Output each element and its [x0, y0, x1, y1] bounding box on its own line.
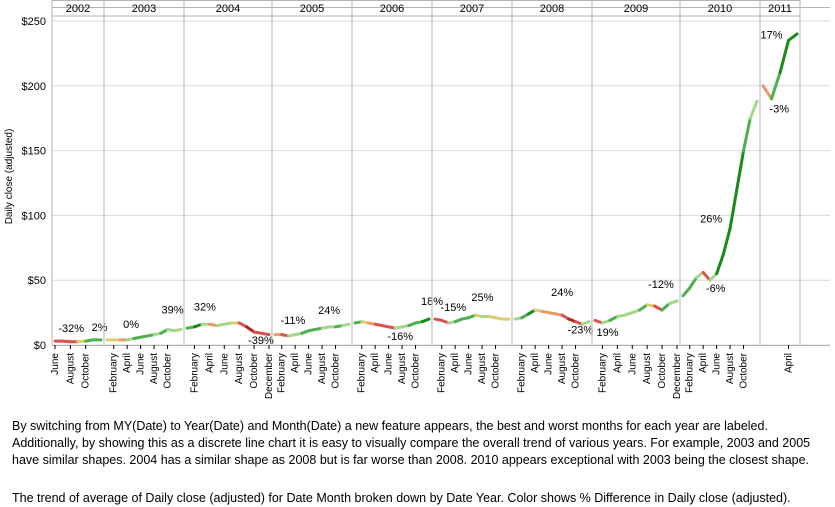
svg-text:February: February — [189, 353, 200, 393]
svg-text:$150: $150 — [22, 146, 46, 158]
svg-text:August: August — [477, 353, 488, 384]
svg-text:$200: $200 — [22, 81, 46, 93]
svg-text:October: October — [163, 352, 174, 388]
svg-text:April: April — [204, 353, 215, 373]
svg-text:October: October — [249, 352, 260, 388]
svg-text:August: August — [725, 353, 736, 384]
svg-text:June: June — [219, 353, 230, 375]
svg-text:-32%: -32% — [58, 323, 84, 335]
svg-text:August: August — [65, 353, 76, 384]
svg-text:February: February — [277, 353, 288, 393]
svg-text:August: August — [397, 353, 408, 384]
svg-text:24%: 24% — [318, 305, 340, 317]
svg-text:June: June — [464, 353, 475, 375]
svg-text:August: August — [317, 353, 328, 384]
svg-text:August: August — [557, 353, 568, 384]
svg-text:$250: $250 — [22, 16, 46, 28]
svg-text:February: February — [437, 353, 448, 393]
svg-text:$50: $50 — [28, 275, 46, 287]
svg-text:February: February — [685, 353, 696, 393]
svg-text:32%: 32% — [194, 301, 216, 313]
svg-text:$100: $100 — [22, 210, 46, 222]
svg-text:June: June — [136, 353, 147, 375]
svg-text:17%: 17% — [761, 29, 783, 41]
svg-text:April: April — [370, 353, 381, 373]
svg-text:April: April — [450, 353, 461, 373]
svg-text:2007: 2007 — [460, 3, 484, 15]
svg-text:2003: 2003 — [132, 3, 156, 15]
svg-text:December: December — [672, 352, 683, 399]
svg-text:October: October — [81, 352, 92, 388]
svg-text:24%: 24% — [551, 287, 573, 299]
svg-text:February: February — [517, 353, 528, 393]
svg-text:-12%: -12% — [648, 279, 674, 291]
svg-text:June: June — [712, 353, 723, 375]
svg-text:June: June — [384, 353, 395, 375]
svg-text:August: August — [149, 353, 160, 384]
svg-text:February: February — [357, 353, 368, 393]
svg-text:2011: 2011 — [768, 3, 792, 15]
svg-text:April: April — [290, 353, 301, 373]
svg-text:October: October — [411, 352, 422, 388]
svg-text:October: October — [491, 352, 502, 388]
svg-text:August: August — [234, 353, 245, 384]
svg-text:June: June — [544, 353, 555, 375]
svg-text:2002: 2002 — [66, 3, 90, 15]
svg-text:-23%: -23% — [568, 325, 594, 337]
svg-text:2006: 2006 — [380, 3, 404, 15]
svg-text:October: October — [739, 352, 750, 388]
svg-text:February: February — [109, 353, 120, 393]
svg-text:-11%: -11% — [280, 315, 305, 327]
svg-text:19%: 19% — [596, 327, 618, 339]
svg-text:December: December — [264, 352, 275, 399]
svg-text:June: June — [304, 353, 315, 375]
svg-text:25%: 25% — [471, 292, 493, 304]
svg-text:2009: 2009 — [624, 3, 648, 15]
svg-text:April: April — [784, 353, 795, 373]
svg-text:-39%: -39% — [248, 335, 274, 347]
svg-text:-15%: -15% — [440, 302, 466, 314]
svg-text:2010: 2010 — [708, 3, 732, 15]
svg-text:August: August — [642, 353, 653, 384]
svg-text:-6%: -6% — [706, 283, 726, 295]
svg-text:April: April — [530, 353, 541, 373]
svg-text:2008: 2008 — [540, 3, 564, 15]
svg-text:October: October — [657, 352, 668, 388]
svg-text:October: October — [331, 352, 342, 388]
svg-text:0%: 0% — [123, 319, 139, 331]
svg-text:October: October — [571, 352, 582, 388]
svg-text:February: February — [597, 353, 608, 393]
description-para1: By switching from MY(Date) to Year(Date)… — [12, 418, 822, 469]
svg-text:June: June — [50, 353, 61, 375]
svg-text:2%: 2% — [92, 322, 108, 334]
svg-text:39%: 39% — [162, 304, 184, 316]
svg-text:Daily close (adjusted): Daily close (adjusted) — [4, 129, 15, 225]
svg-text:2004: 2004 — [216, 3, 240, 15]
description-para2: The trend of average of Daily close (adj… — [12, 490, 822, 507]
svg-text:June: June — [627, 353, 638, 375]
svg-text:-3%: -3% — [770, 104, 790, 116]
svg-text:April: April — [698, 353, 709, 373]
svg-text:April: April — [612, 353, 623, 373]
svg-text:April: April — [122, 353, 133, 373]
line-chart: $0 $50 $100 $150 $200 $250 Daily close (adjust… — [0, 0, 835, 420]
svg-text:2005: 2005 — [300, 3, 324, 15]
svg-text:-16%: -16% — [387, 331, 413, 343]
svg-text:$0: $0 — [34, 340, 46, 352]
svg-text:26%: 26% — [700, 213, 722, 225]
